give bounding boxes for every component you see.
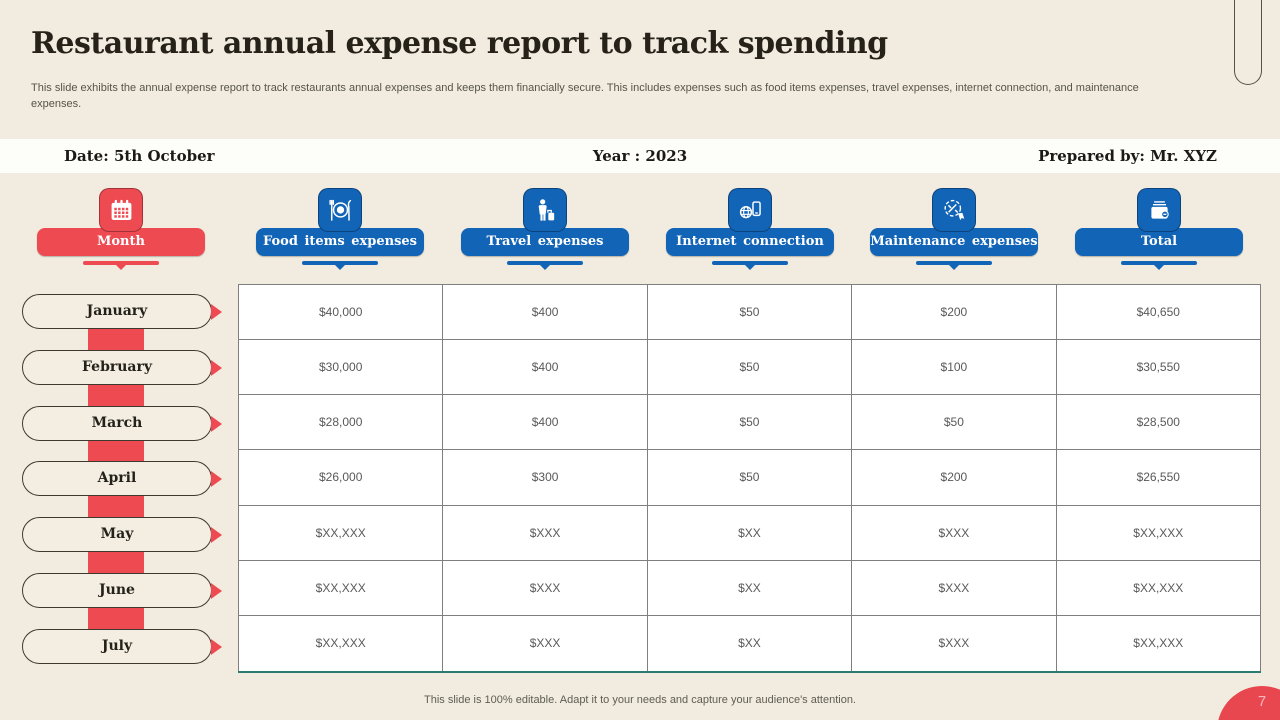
table-cell: $XX	[646, 504, 853, 561]
table-cell: $200	[851, 283, 1057, 341]
arrow-right-icon	[211, 583, 222, 599]
column-header-maintenance: Maintenance expenses	[870, 188, 1038, 270]
month-pill-march: March	[22, 406, 222, 441]
food-plate-icon	[318, 188, 362, 232]
maintenance-tools-icon	[932, 188, 976, 232]
table-row-may: $XX,XXX $XXX $XX $XXX $XX,XXX	[237, 504, 1262, 561]
header-underline	[83, 261, 159, 270]
table-cell: $30,000	[237, 339, 444, 396]
table-cell: $26,550	[1055, 449, 1262, 506]
column-header-label: Total	[1075, 228, 1243, 256]
table-cell: $XX,XXX	[1055, 559, 1262, 616]
table-cell: $400	[442, 339, 648, 396]
table-cell: $XXX	[851, 559, 1057, 616]
month-label: July	[101, 638, 133, 654]
month-label: March	[91, 415, 143, 431]
table-row-april: $26,000 $300 $50 $200 $26,550	[237, 449, 1262, 506]
table-cell: $400	[442, 394, 648, 451]
column-header-internet: Internet connection	[666, 188, 834, 270]
table-cell: $28,000	[237, 394, 444, 451]
table-cell: $50	[646, 283, 853, 341]
table-cell: $400	[442, 283, 648, 341]
table-row-january: $40,000 $400 $50 $200 $40,650	[237, 283, 1262, 341]
table-cell: $28,500	[1055, 394, 1262, 451]
date-label: Date: 5th October	[64, 147, 215, 165]
month-label: June	[99, 582, 135, 598]
page-number: 7	[1257, 693, 1267, 710]
table-cell: $100	[851, 339, 1057, 396]
table-cell: $XX	[646, 559, 853, 616]
column-header-month: Month	[37, 188, 205, 270]
header-underline	[507, 261, 583, 270]
arrow-right-icon	[211, 527, 222, 543]
table-cell: $XXX	[442, 614, 648, 673]
table-cell: $40,000	[237, 283, 444, 341]
page-number-badge: 7	[1217, 686, 1280, 720]
column-header-label: Internet connection	[666, 228, 834, 256]
table-row-march: $28,000 $400 $50 $50 $28,500	[237, 394, 1262, 451]
month-pill-february: February	[22, 350, 222, 385]
table-row-july: $XX,XXX $XXX $XX $XXX $XX,XXX	[237, 614, 1262, 673]
capsule-decoration	[1234, 0, 1262, 85]
table-cell: $XXX	[851, 614, 1057, 673]
globe-phone-icon	[728, 188, 772, 232]
table-cell: $XX,XXX	[1055, 504, 1262, 561]
arrow-right-icon	[211, 416, 222, 432]
calendar-icon	[99, 188, 143, 232]
table-cell: $XXX	[851, 504, 1057, 561]
footer-note: This slide is 100% editable. Adapt it to…	[424, 694, 856, 706]
slide-subtitle: This slide exhibits the annual expense r…	[31, 82, 1139, 110]
expense-table: $40,000 $400 $50 $200 $40,650 $30,000 $4…	[237, 283, 1262, 673]
arrow-right-icon	[211, 471, 222, 487]
header-underline	[1121, 261, 1197, 270]
table-cell: $50	[851, 394, 1057, 451]
table-cell: $XX,XXX	[237, 504, 444, 561]
table-cell: $XXX	[442, 504, 648, 561]
table-cell: $50	[646, 394, 853, 451]
month-label: April	[97, 470, 137, 486]
month-pill-june: June	[22, 573, 222, 608]
info-bar: Date: 5th October Year : 2023 Prepared b…	[0, 139, 1280, 173]
month-label: May	[100, 526, 134, 542]
prepared-by-label: Prepared by: Mr. XYZ	[1038, 147, 1217, 165]
table-cell: $40,650	[1055, 283, 1262, 341]
column-header-food-items: Food items expenses	[256, 188, 424, 270]
month-label: February	[81, 359, 152, 375]
table-cell: $26,000	[237, 449, 444, 506]
column-header-travel: Travel expenses	[461, 188, 629, 270]
column-header-label: Travel expenses	[461, 228, 629, 256]
traveler-luggage-icon	[523, 188, 567, 232]
column-header-total: Total	[1075, 188, 1243, 270]
header-underline	[712, 261, 788, 270]
table-cell: $50	[646, 449, 853, 506]
month-pill-may: May	[22, 517, 222, 552]
wallet-icon	[1137, 188, 1181, 232]
table-row-june: $XX,XXX $XXX $XX $XXX $XX,XXX	[237, 559, 1262, 616]
column-header-label: Maintenance expenses	[870, 228, 1038, 256]
header-underline	[916, 261, 992, 270]
arrow-right-icon	[211, 639, 222, 655]
month-pill-april: April	[22, 461, 222, 496]
column-header-label: Month	[37, 228, 205, 256]
table-cell: $50	[646, 339, 853, 396]
month-pill-july: July	[22, 629, 222, 664]
year-label: Year : 2023	[592, 147, 688, 165]
table-cell: $200	[851, 449, 1057, 506]
table-row-february: $30,000 $400 $50 $100 $30,550	[237, 339, 1262, 396]
header-underline	[302, 261, 378, 270]
column-header-label: Food items expenses	[256, 228, 424, 256]
table-cell: $XX,XXX	[237, 559, 444, 616]
table-cell: $XX,XXX	[1055, 614, 1262, 673]
month-label: January	[86, 303, 148, 319]
arrow-right-icon	[211, 304, 222, 320]
month-pill-january: January	[22, 294, 222, 329]
table-cell: $30,550	[1055, 339, 1262, 396]
arrow-right-icon	[211, 360, 222, 376]
table-cell: $XX	[646, 614, 853, 673]
table-cell: $300	[442, 449, 648, 506]
table-cell: $XXX	[442, 559, 648, 616]
page-title: Restaurant annual expense report to trac…	[31, 26, 888, 61]
table-cell: $XX,XXX	[237, 614, 444, 673]
